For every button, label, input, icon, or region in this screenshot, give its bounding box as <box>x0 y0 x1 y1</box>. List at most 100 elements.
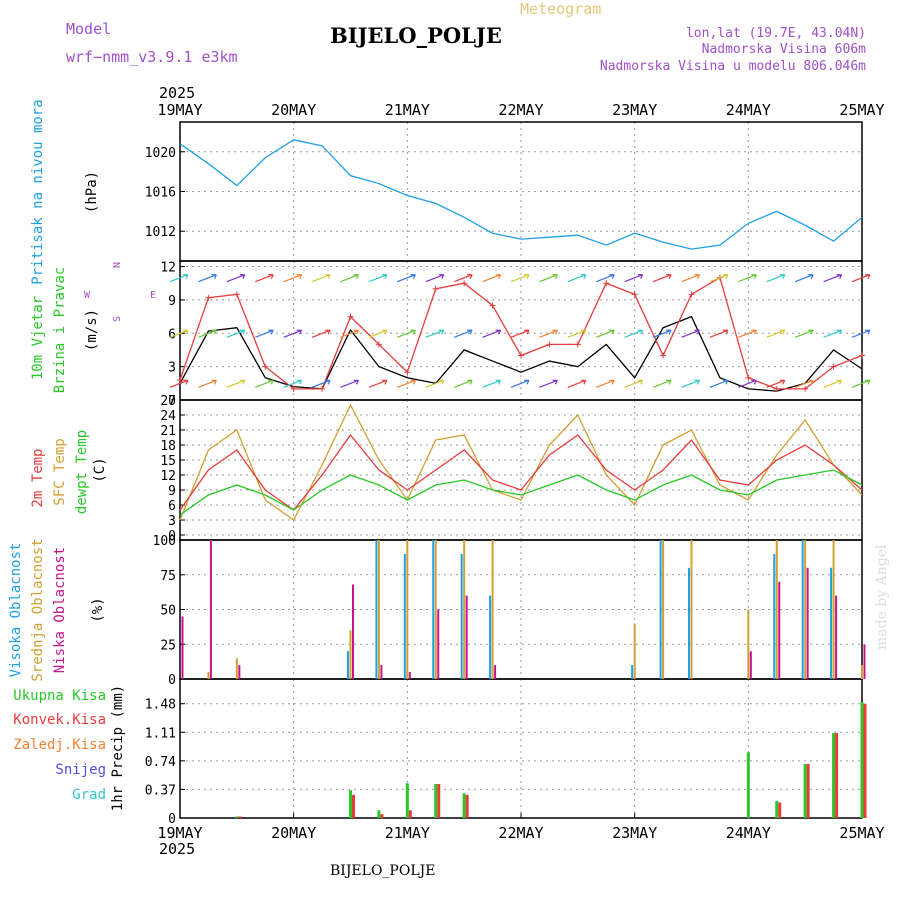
ytick-label: 100 <box>153 534 176 549</box>
temp2m-name-label: 2m Temp <box>30 448 46 507</box>
wind-arrow <box>794 329 814 338</box>
wind-arrow <box>738 329 757 338</box>
pressure-unit-label: (hPa) <box>84 171 100 213</box>
wind-arrow <box>709 329 729 338</box>
precip-legend-3: Snijeg <box>55 762 106 778</box>
wind-arrow <box>738 379 757 388</box>
wind-arrow <box>255 379 274 388</box>
cloud-bar <box>460 553 463 679</box>
precip-legend-2: Zaledj.Kisa <box>13 737 106 753</box>
wind-unit-label: (m/s) <box>84 309 100 351</box>
precip-bar <box>352 794 355 818</box>
wind-arrow <box>482 329 502 338</box>
ytick-label: 3 <box>168 514 176 529</box>
xtick-label-top: 22MAY <box>498 101 543 119</box>
temp-unit-label: (C) <box>92 457 108 482</box>
cloud-bar <box>830 567 833 679</box>
ytick-label: 24 <box>160 409 176 424</box>
gust-marker <box>773 385 780 392</box>
sfc-temp-name-label: SFC Temp <box>52 438 68 505</box>
wind-arrow <box>709 274 729 283</box>
cloud-bar <box>747 609 750 679</box>
gust-marker <box>432 285 439 292</box>
wind-arrow <box>368 274 388 283</box>
precip-bar <box>806 763 810 818</box>
xtick-label-top: 21MAY <box>385 101 430 119</box>
ytick-label: 0 <box>168 394 176 409</box>
cloud-bar <box>181 616 184 679</box>
ytick-label: 12 <box>160 469 176 484</box>
ytick-label: 21 <box>160 424 176 439</box>
gust-marker <box>830 363 837 370</box>
wind-arrow <box>681 329 701 338</box>
wind-arrow <box>397 379 416 388</box>
precip-bar <box>835 733 839 818</box>
wind-arrow <box>823 329 843 338</box>
cloud-bar <box>835 595 838 679</box>
gust-marker <box>233 291 240 298</box>
gust-marker <box>688 291 695 298</box>
wind-arrow <box>482 379 502 388</box>
wind-arrow <box>169 379 189 388</box>
precip-bar <box>778 802 782 818</box>
wind-arrow <box>596 274 615 283</box>
wind-arrow <box>567 379 587 388</box>
gust-marker <box>205 294 212 301</box>
precip-unit-label: 1hr Precip (mm) <box>110 685 126 811</box>
wind-arrow <box>283 379 303 388</box>
wind-arrow <box>425 329 445 338</box>
wind-arrow <box>169 274 189 283</box>
cloud-bar <box>804 540 807 679</box>
panel-frame <box>179 678 863 819</box>
wind-arrow <box>453 274 473 283</box>
cloud-unit-label: (%) <box>90 597 106 622</box>
ytick-label: 9 <box>168 294 176 309</box>
wind-arrow <box>255 274 274 283</box>
wind-arrow <box>794 379 814 388</box>
wind-arrow <box>766 274 786 283</box>
wind-arrow <box>794 274 814 283</box>
wind-arrow <box>851 379 871 388</box>
xtick-label-top: 19MAY <box>157 101 202 119</box>
cloud-bar <box>349 630 352 679</box>
high-cloud-name-label: Visoka Oblacnost <box>8 543 24 678</box>
cloud-bar <box>377 540 380 679</box>
precip-bar <box>377 810 381 818</box>
wind-arrow <box>311 379 331 388</box>
cloud-bar <box>775 540 778 679</box>
cloud-bar <box>235 658 238 679</box>
ytick-label: 1016 <box>145 186 176 201</box>
wind-arrow <box>823 379 843 388</box>
cloud-bar <box>437 609 440 679</box>
compass-n: N <box>112 262 123 268</box>
gust-marker <box>631 291 638 298</box>
xtick-label-bottom: 23MAY <box>612 824 657 842</box>
wind-arrow <box>539 379 558 388</box>
wind-arrow <box>425 379 445 388</box>
wind-arrow <box>198 274 217 283</box>
wind-arrow <box>340 274 360 283</box>
precip-bar <box>803 763 807 818</box>
compass-s: S <box>112 316 123 322</box>
wind-arrow <box>624 329 644 338</box>
ytick-label: 1012 <box>145 225 176 240</box>
wind-arrow <box>652 329 672 338</box>
gust-marker <box>745 374 752 381</box>
ytick-label: 0.74 <box>145 755 176 770</box>
ytick-label: 0 <box>168 529 176 544</box>
ytick-label: 0.37 <box>145 783 176 798</box>
gust-marker <box>802 385 809 392</box>
precip-bar <box>462 793 466 818</box>
cloud-bar <box>749 651 752 679</box>
xtick-label-bottom: 24MAY <box>726 824 771 842</box>
gust-marker <box>347 313 354 320</box>
gust-marker <box>546 341 553 348</box>
wind-arrow <box>766 379 786 388</box>
precip-bar <box>434 784 438 818</box>
wind-arrow <box>198 329 217 338</box>
wind-arrow <box>340 329 360 338</box>
pressure-name-label: Pritisak na nivou mora <box>30 99 46 284</box>
cloud-bar <box>463 540 466 679</box>
cloud-bar <box>375 540 378 679</box>
wind-arrow <box>738 274 757 283</box>
